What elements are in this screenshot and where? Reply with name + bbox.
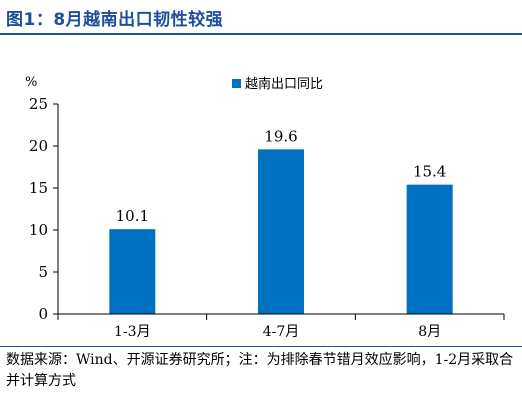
x-tick-label: 8月 [418, 324, 441, 340]
footer-divider [0, 346, 522, 347]
y-tick-label: 10 [29, 221, 48, 239]
y-tick-label: 5 [38, 263, 48, 281]
legend-swatch [232, 79, 241, 88]
bar [258, 149, 304, 314]
data-label: 15.4 [413, 163, 446, 181]
x-tick-label: 4-7月 [263, 324, 300, 340]
x-tick-label: 1-3月 [114, 324, 151, 340]
chart-legend: 越南出口同比 [232, 76, 323, 92]
data-label: 10.1 [116, 207, 149, 225]
y-axis-unit-label: % [25, 75, 37, 90]
y-tick-label: 0 [38, 305, 48, 323]
y-axis: 0 5 10 15 20 25 [29, 95, 59, 323]
x-axis: 1-3月 4-7月 8月 [57, 313, 505, 340]
bars: 10.1 19.6 15.4 [109, 127, 453, 314]
figure-title: 图1：8月越南出口韧性较强 [6, 10, 224, 30]
bar-chart: 越南出口同比 % 0 5 10 15 20 25 10.1 19.6 15.4 1-3月 4-7… [25, 75, 505, 340]
source-note: 数据来源：Wind、开源证券研究所；注：为排除春节错月效应影响，1-2月采取合并… [6, 352, 514, 389]
y-tick-label: 15 [29, 179, 48, 197]
bar [109, 229, 156, 314]
legend-label: 越南出口同比 [245, 76, 323, 92]
data-label: 19.6 [264, 127, 297, 145]
y-tick-label: 25 [29, 95, 48, 113]
bar [406, 184, 453, 314]
y-tick-label: 20 [29, 137, 48, 155]
title-divider [0, 33, 522, 35]
